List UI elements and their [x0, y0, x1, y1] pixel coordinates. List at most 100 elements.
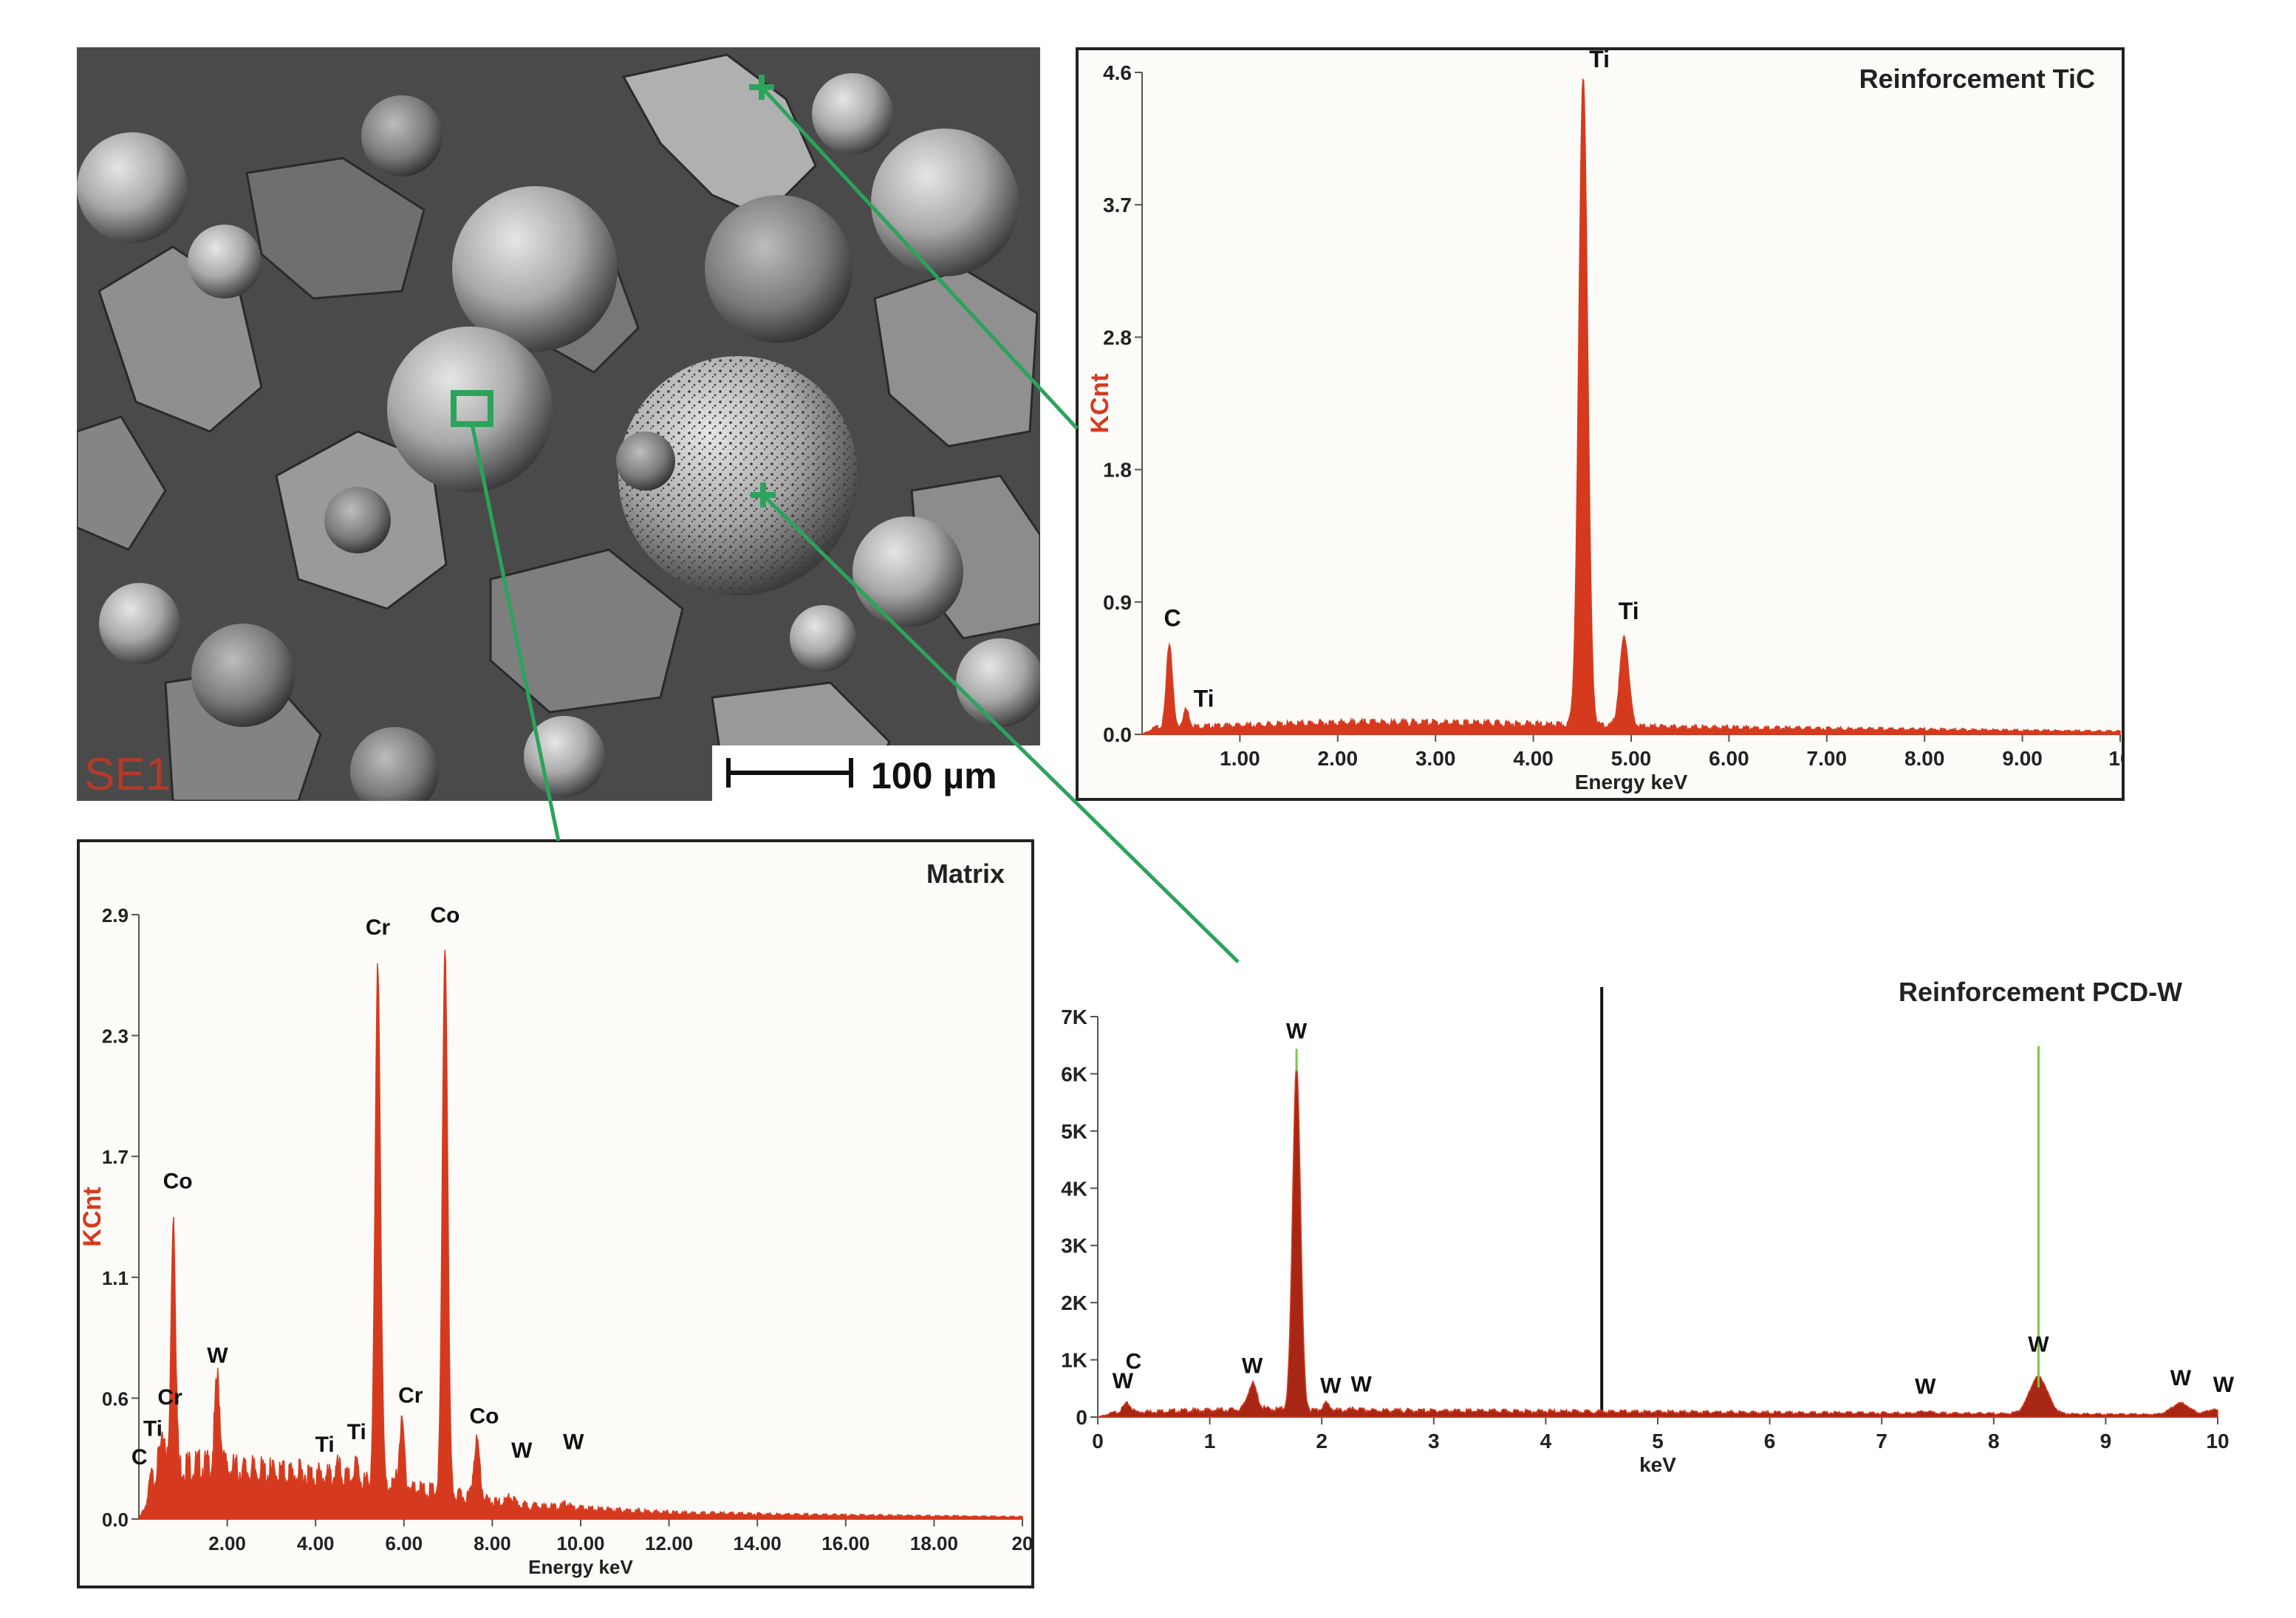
y-tick-label: 0.0 [102, 1509, 129, 1531]
sem-micrograph: SE1 100 µm [77, 47, 1040, 801]
x-tick-label: 10.00 [556, 1532, 604, 1554]
y-tick-label: 2.8 [1103, 326, 1132, 349]
peak-label: W [2170, 1366, 2192, 1390]
peak-label: Co [430, 904, 459, 928]
pcdw-spectrum-panel: Reinforcement PCD-W 0 1K 2K 3K 4K 5K 6K 7K 0 1 2 3 4… [1034, 946, 2290, 1596]
peak-label: W [2213, 1373, 2235, 1397]
x-tick-label: 2.00 [1318, 747, 1359, 770]
peak-label: Ti [1619, 598, 1639, 624]
y-tick-label: 4.6 [1103, 61, 1132, 84]
y-tick-label: 7K [1061, 1006, 1087, 1028]
peak-label: W [207, 1344, 228, 1368]
y-tick-label: 1.1 [102, 1267, 129, 1289]
x-tick-label: 6 [1764, 1430, 1776, 1453]
peak-label: Cr [366, 915, 391, 940]
x-tick-label: 1 [1204, 1430, 1216, 1453]
x-tick-label: 4.00 [297, 1532, 335, 1554]
peak-label: C [1164, 604, 1181, 631]
x-tick-label: 3 [1428, 1430, 1440, 1453]
y-tick-label: 3.7 [1103, 194, 1132, 216]
x-tick-label: 0 [1092, 1430, 1104, 1453]
x-tick-label: 9.00 [2002, 747, 2043, 770]
x-tick-label: 7 [1876, 1430, 1887, 1453]
y-tick-label: 0.0 [1103, 723, 1132, 746]
peak-label: W [1286, 1020, 1308, 1044]
peak-label: Cr [157, 1385, 182, 1410]
peak-label: Ti [1194, 685, 1214, 711]
scale-bar-label: 100 µm [871, 755, 997, 796]
peak-label: Cr [398, 1384, 423, 1408]
y-axis-label: KCnt [80, 1187, 106, 1246]
y-tick-label: 2.9 [102, 904, 129, 926]
y-tick-label: 2K [1061, 1291, 1087, 1314]
matrix-spectrum-chart: 0.0 0.6 1.1 1.7 2.3 2.9 2.00 4.00 6.00 8.00 10.00 1… [78, 904, 1033, 1578]
x-tick-label: 12.00 [645, 1532, 693, 1554]
peak-label: Ti [315, 1433, 335, 1457]
peak-label: Co [163, 1169, 193, 1193]
y-tick-label: 6K [1061, 1062, 1087, 1085]
spectrum-area [137, 949, 1023, 1520]
x-tick-label: 4 [1540, 1430, 1552, 1453]
y-tick-label: 3K [1061, 1235, 1087, 1257]
x-tick-label: 9 [2100, 1430, 2112, 1453]
x-tick-label: 1.00 [1220, 747, 1260, 770]
y-tick-label: 4K [1061, 1177, 1087, 1200]
x-tick-label: 8 [1988, 1430, 2000, 1453]
x-tick-label: 10 [2206, 1430, 2229, 1453]
x-axis-label: Energy keV [1575, 771, 1688, 793]
peak-label: W [1915, 1375, 1936, 1399]
x-tick-label: 6.00 [385, 1532, 423, 1554]
x-tick-label: 5 [1652, 1430, 1664, 1453]
y-tick-label: 2.3 [102, 1025, 129, 1048]
x-tick-label: 6.00 [1709, 747, 1749, 770]
x-tick-label: 2 [1316, 1430, 1328, 1453]
tic-chart-title: Reinforcement TiC [1859, 64, 2095, 94]
peak-label: W [511, 1438, 533, 1463]
x-axis-label: Energy keV [528, 1556, 633, 1578]
y-tick-label: 1K [1061, 1349, 1087, 1372]
spectrum-area [1140, 78, 2121, 735]
x-tick-label: 20 [1012, 1532, 1031, 1554]
x-tick-label: 18.00 [910, 1532, 958, 1554]
tic-spectrum-panel: Reinforcement TiC 0.0 0.9 1.8 2.8 3.7 4.6 1.00… [1076, 46, 2132, 801]
spectrum-area [1097, 1065, 2218, 1418]
y-tick-label: 0.6 [102, 1387, 129, 1410]
sem-image: SE1 100 µm [77, 47, 1040, 801]
pcdw-chart-title: Reinforcement PCD-W [1899, 977, 2183, 1007]
y-tick-label: 0.9 [1103, 591, 1132, 614]
peak-label: C [1126, 1350, 1142, 1374]
x-tick-label: 8.00 [474, 1532, 511, 1554]
x-tick-label: 14.00 [734, 1532, 782, 1554]
tic-spectrum-chart: 0.0 0.9 1.8 2.8 3.7 4.6 1.00 2.00 3.00 4.00 5.00 6.… [1086, 46, 2132, 793]
y-tick-label: 1.8 [1103, 459, 1132, 482]
peak-label: W [563, 1430, 584, 1454]
peak-label: Ti [143, 1416, 163, 1441]
peak-label: W [1320, 1373, 1342, 1398]
peak-label: Co [469, 1404, 499, 1429]
peak-label: W [2028, 1332, 2049, 1356]
matrix-spectrum-panel: Matrix 0.0 0.6 1.1 1.7 2.3 2.9 2.00 4.00 6.00 8.0… [77, 839, 1034, 1588]
y-tick-label: 1.7 [102, 1146, 129, 1168]
x-tick-label: 4.00 [1513, 747, 1554, 770]
y-axis-label: KCnt [1086, 373, 1114, 433]
detector-label: SE1 [84, 749, 171, 800]
peak-label: W [1242, 1354, 1263, 1379]
x-tick-label: 10 [2108, 747, 2122, 770]
x-tick-label: 16.00 [821, 1532, 869, 1554]
x-tick-label: 8.00 [1904, 747, 1945, 770]
x-tick-label: 7.00 [1807, 747, 1848, 770]
x-tick-label: 5.00 [1611, 747, 1652, 770]
matrix-chart-title: Matrix [926, 859, 1005, 889]
peak-label: W [1351, 1372, 1373, 1396]
y-tick-label: 0 [1076, 1406, 1087, 1429]
x-tick-label: 3.00 [1415, 747, 1456, 770]
y-tick-label: 5K [1061, 1120, 1087, 1143]
x-axis-label: keV [1639, 1453, 1676, 1476]
peak-label: Ti [347, 1420, 366, 1444]
peak-label: Ti [1589, 50, 1610, 72]
peak-label: W [1113, 1369, 1134, 1393]
scale-bar: 100 µm [712, 745, 1040, 801]
x-tick-label: 2.00 [208, 1532, 246, 1554]
peak-label: C [131, 1445, 148, 1469]
